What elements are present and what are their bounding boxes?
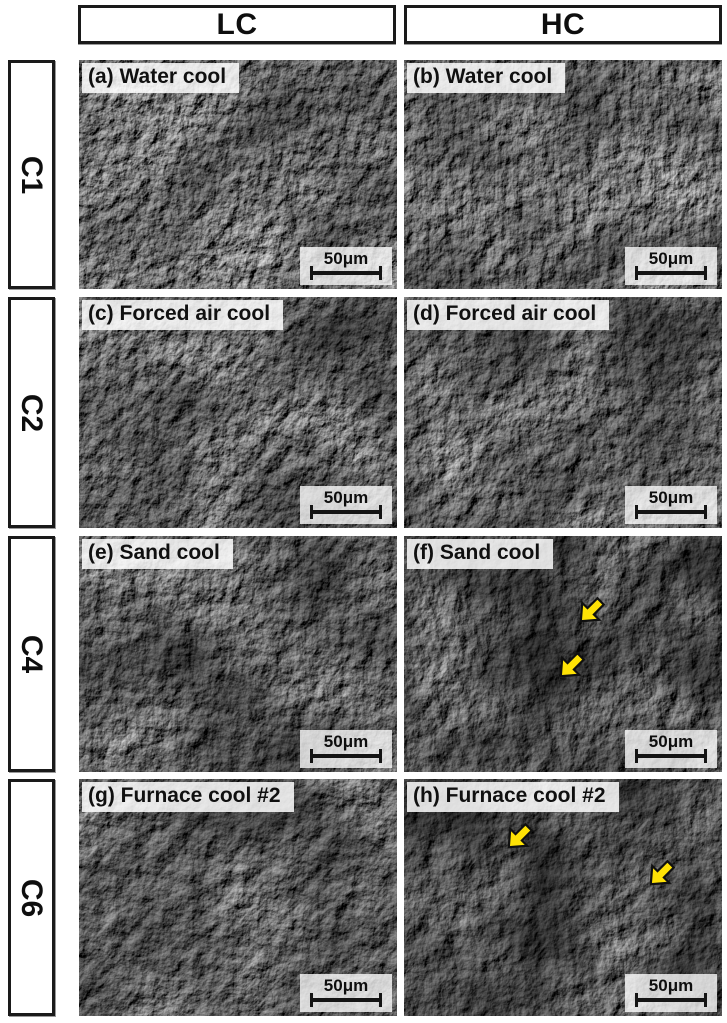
column-header-lc: LC <box>78 5 396 44</box>
scale-bar-line <box>635 266 707 280</box>
panel-d-label: (d) Forced air cool <box>407 300 610 331</box>
sem-panel-a: (a) Water cool 50μm <box>79 60 397 289</box>
row-label-c4-text: C4 <box>15 634 49 674</box>
scale-bar: 50μm <box>300 485 392 524</box>
scale-bar-label: 50μm <box>323 731 369 751</box>
yellow-arrow-icon <box>649 859 676 886</box>
scale-bar-line <box>635 993 707 1007</box>
panel-e-label: (e) Sand cool <box>82 539 233 570</box>
scale-bar: 50μm <box>625 246 717 285</box>
column-header-lc-label: LC <box>216 7 258 41</box>
scale-bar-line <box>310 749 382 763</box>
column-header-hc: HC <box>404 5 722 44</box>
row-label-c4: C4 <box>8 536 55 772</box>
row-label-c2-text: C2 <box>15 393 49 432</box>
scale-bar-line <box>310 266 382 280</box>
scale-bar-line <box>635 749 707 763</box>
panel-f-label: (f) Sand cool <box>407 539 554 570</box>
scale-bar-label: 50μm <box>323 487 369 507</box>
scale-bar-label: 50μm <box>323 975 369 995</box>
panel-b-label: (b) Water cool <box>407 63 566 94</box>
panel-a-label: (a) Water cool <box>82 63 240 94</box>
yellow-arrow-icon <box>507 822 534 849</box>
sem-panel-e: (e) Sand cool 50μm <box>79 536 397 772</box>
panel-g-label: (g) Furnace cool #2 <box>82 782 294 813</box>
sem-micrograph-image <box>79 60 397 289</box>
yellow-arrow-icon <box>579 596 606 623</box>
sem-panel-c: (c) Forced air cool 50μm <box>79 297 397 528</box>
scale-bar: 50μm <box>625 485 717 524</box>
sem-panel-h: (h) Furnace cool #2 50μm <box>404 779 722 1016</box>
sem-panel-f: (f) Sand cool 50μm <box>404 536 722 772</box>
sem-micrograph-image <box>404 297 722 528</box>
scale-bar-line <box>310 993 382 1007</box>
sem-panel-d: (d) Forced air cool 50μm <box>404 297 722 528</box>
scale-bar: 50μm <box>625 973 717 1012</box>
scale-bar: 50μm <box>300 973 392 1012</box>
scale-bar-label: 50μm <box>648 248 694 268</box>
row-label-c6-text: C6 <box>15 878 49 917</box>
scale-bar: 50μm <box>625 729 717 768</box>
panel-h-label: (h) Furnace cool #2 <box>407 782 619 813</box>
sem-panel-b: (b) Water cool 50μm <box>404 60 722 289</box>
yellow-arrow-icon <box>559 651 586 678</box>
scale-bar: 50μm <box>300 246 392 285</box>
scale-bar: 50μm <box>300 729 392 768</box>
row-label-c2: C2 <box>8 297 55 528</box>
row-label-c1-text: C1 <box>15 155 49 194</box>
scale-bar-line <box>310 505 382 519</box>
sem-panel-g: (g) Furnace cool #2 50μm <box>79 779 397 1016</box>
scale-bar-label: 50μm <box>648 731 694 751</box>
row-label-c1: C1 <box>8 60 55 289</box>
scale-bar-label: 50μm <box>323 248 369 268</box>
panel-c-label: (c) Forced air cool <box>82 300 284 331</box>
scale-bar-label: 50μm <box>648 487 694 507</box>
row-label-c6: C6 <box>8 779 55 1016</box>
scale-bar-line <box>635 505 707 519</box>
column-header-hc-label: HC <box>540 7 586 41</box>
scale-bar-label: 50μm <box>648 975 694 995</box>
